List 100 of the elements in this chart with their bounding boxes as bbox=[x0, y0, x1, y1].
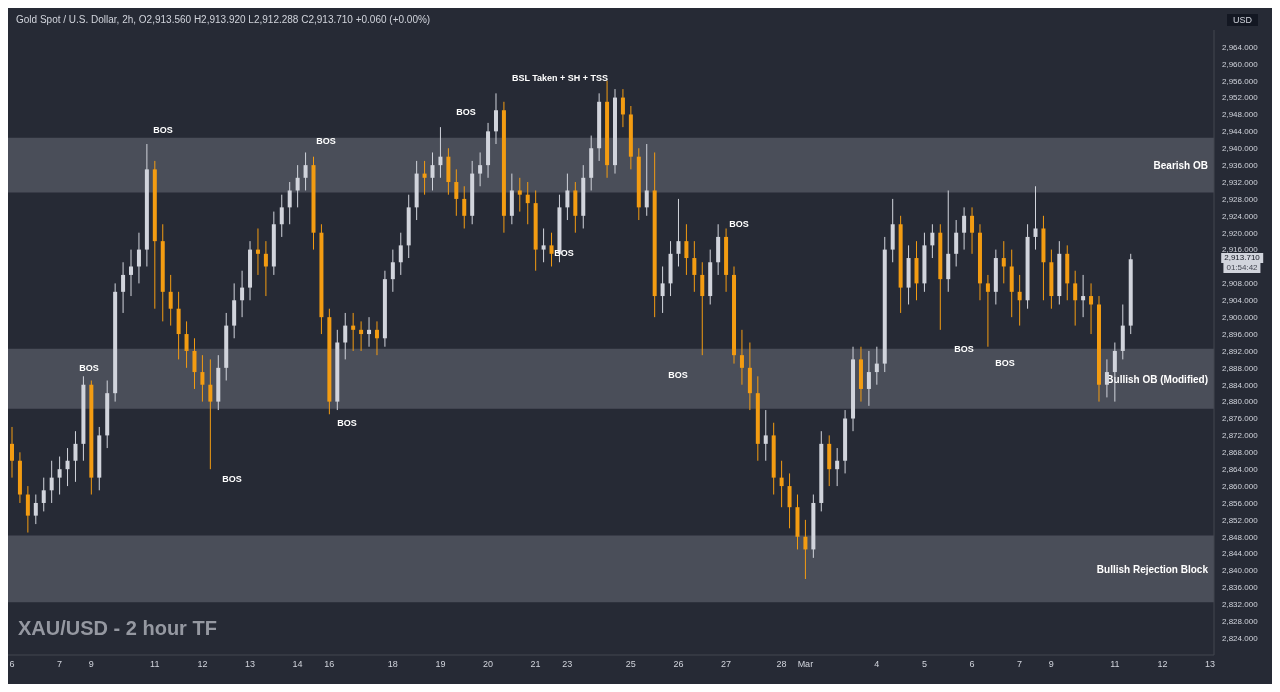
annotation: BOS bbox=[456, 107, 476, 117]
candlestick bbox=[367, 316, 372, 348]
x-tick-label: 9 bbox=[1048, 659, 1054, 670]
y-tick-label: 2,892.000 bbox=[1222, 346, 1259, 356]
x-tick-label: 18 bbox=[387, 659, 398, 670]
y-tick-label: 2,944.000 bbox=[1222, 127, 1259, 137]
annotation: BOS bbox=[954, 344, 974, 354]
x-tick-label: 25 bbox=[625, 659, 636, 670]
candlestick bbox=[200, 354, 205, 403]
candlestick bbox=[49, 460, 54, 504]
candlestick bbox=[684, 223, 689, 276]
y-tick-label: 2,896.000 bbox=[1222, 329, 1259, 339]
candlestick bbox=[279, 194, 284, 238]
x-tick-label: 6 bbox=[969, 659, 975, 670]
candlestick bbox=[874, 346, 879, 386]
candlestick bbox=[493, 92, 498, 145]
band-label: Bearish OB bbox=[1153, 160, 1208, 172]
candlestick bbox=[295, 164, 300, 208]
y-tick-label: 2,960.000 bbox=[1222, 59, 1259, 69]
candlestick bbox=[25, 485, 30, 534]
text: 2,913.710 bbox=[1221, 253, 1263, 263]
text: XAU/USD - 2 hour TF bbox=[18, 617, 217, 640]
candlestick bbox=[390, 249, 395, 293]
candlestick bbox=[985, 274, 990, 348]
x-tick-label: 7 bbox=[1017, 659, 1023, 670]
candlestick bbox=[65, 447, 70, 487]
x-tick-label: 13 bbox=[1205, 659, 1216, 670]
x-tick-label: 27 bbox=[721, 659, 732, 670]
y-tick-label: 2,928.000 bbox=[1222, 194, 1259, 204]
candlestick bbox=[866, 350, 871, 407]
annotation: BSL Taken + SH + TSS bbox=[511, 73, 609, 83]
y-tick-label: 2,956.000 bbox=[1222, 76, 1259, 86]
y-tick-label: 2,948.000 bbox=[1222, 110, 1259, 120]
candlestick bbox=[644, 143, 649, 217]
x-tick-label: 28 bbox=[776, 659, 787, 670]
candlestick bbox=[303, 151, 308, 191]
x-tick-label: 5 bbox=[921, 659, 927, 670]
candlestick bbox=[779, 460, 784, 508]
y-tick-label: 2,860.000 bbox=[1222, 481, 1259, 491]
candlestick bbox=[359, 320, 364, 352]
y-axis-title: USD bbox=[1226, 14, 1258, 26]
candlestick bbox=[620, 88, 625, 128]
candlestick bbox=[787, 472, 792, 529]
annotation: BOS bbox=[153, 125, 173, 135]
y-tick-label: 2,868.000 bbox=[1222, 448, 1259, 458]
x-tick-label: 11 bbox=[150, 659, 160, 670]
candlestick bbox=[1073, 270, 1078, 327]
y-tick-label: 2,920.000 bbox=[1222, 228, 1259, 238]
y-tick-label: 2,932.000 bbox=[1222, 177, 1259, 187]
text: 01:54:42 bbox=[1223, 263, 1261, 273]
x-tick-label: 4 bbox=[874, 659, 880, 670]
candlestick bbox=[525, 181, 530, 225]
candlestick bbox=[1017, 274, 1022, 327]
x-tick-label: 9 bbox=[88, 659, 94, 670]
candlestick bbox=[541, 227, 546, 263]
y-tick-label: 2,952.000 bbox=[1222, 93, 1259, 103]
candlestick bbox=[930, 223, 935, 259]
x-tick-label: 16 bbox=[324, 659, 335, 670]
candlestick bbox=[954, 219, 959, 267]
candlestick bbox=[343, 312, 348, 360]
y-tick-label: 2,936.000 bbox=[1222, 160, 1259, 170]
x-tick-label: 19 bbox=[435, 659, 446, 670]
candlestick bbox=[129, 249, 134, 297]
x-tick-label: 11 bbox=[1110, 659, 1120, 670]
y-tick-label: 2,856.000 bbox=[1222, 498, 1259, 508]
candlestick bbox=[676, 198, 681, 267]
y-tick-label: 2,884.000 bbox=[1222, 380, 1259, 390]
candlestick bbox=[10, 426, 14, 479]
y-tick-label: 2,900.000 bbox=[1222, 313, 1259, 322]
candlestick bbox=[454, 168, 459, 217]
candlestick bbox=[422, 160, 427, 196]
y-tick-label: 2,916.000 bbox=[1222, 245, 1259, 255]
candlestick bbox=[970, 206, 975, 255]
annotation: BOS bbox=[729, 219, 749, 229]
candlestick bbox=[192, 337, 197, 390]
annotation: BOS bbox=[995, 358, 1015, 368]
annotation: BOS bbox=[668, 370, 688, 380]
annotation: BOS bbox=[79, 363, 99, 373]
candlestick bbox=[1033, 185, 1038, 251]
y-tick-label: 2,832.000 bbox=[1222, 600, 1259, 610]
candlestick bbox=[374, 320, 379, 356]
x-tick-label: 14 bbox=[292, 659, 303, 670]
candlestick bbox=[351, 312, 356, 352]
candlestick bbox=[803, 519, 808, 580]
y-tick-label: 2,880.000 bbox=[1222, 397, 1259, 407]
candlestick bbox=[692, 240, 697, 293]
y-tick-label: 2,836.000 bbox=[1222, 583, 1259, 593]
candlestick bbox=[1001, 240, 1006, 284]
x-tick-label: Mar bbox=[797, 659, 814, 670]
candlestick bbox=[41, 477, 46, 512]
candlestick bbox=[517, 177, 522, 213]
annotation: BOS bbox=[337, 418, 357, 428]
x-tick-label: 23 bbox=[562, 659, 573, 670]
candlestick bbox=[1089, 282, 1094, 335]
annotation: BOS bbox=[316, 136, 336, 146]
chart-subtitle: Gold Spot / U.S. Dollar, 2h, O2,913.560 H2,913.920 L2,912.288 C2,913.710 +0.060 (+0.00%) bbox=[16, 14, 431, 25]
candlestick bbox=[136, 232, 141, 284]
candlestick bbox=[33, 494, 38, 525]
x-tick-label: 7 bbox=[57, 659, 63, 670]
candlestick bbox=[398, 232, 403, 276]
